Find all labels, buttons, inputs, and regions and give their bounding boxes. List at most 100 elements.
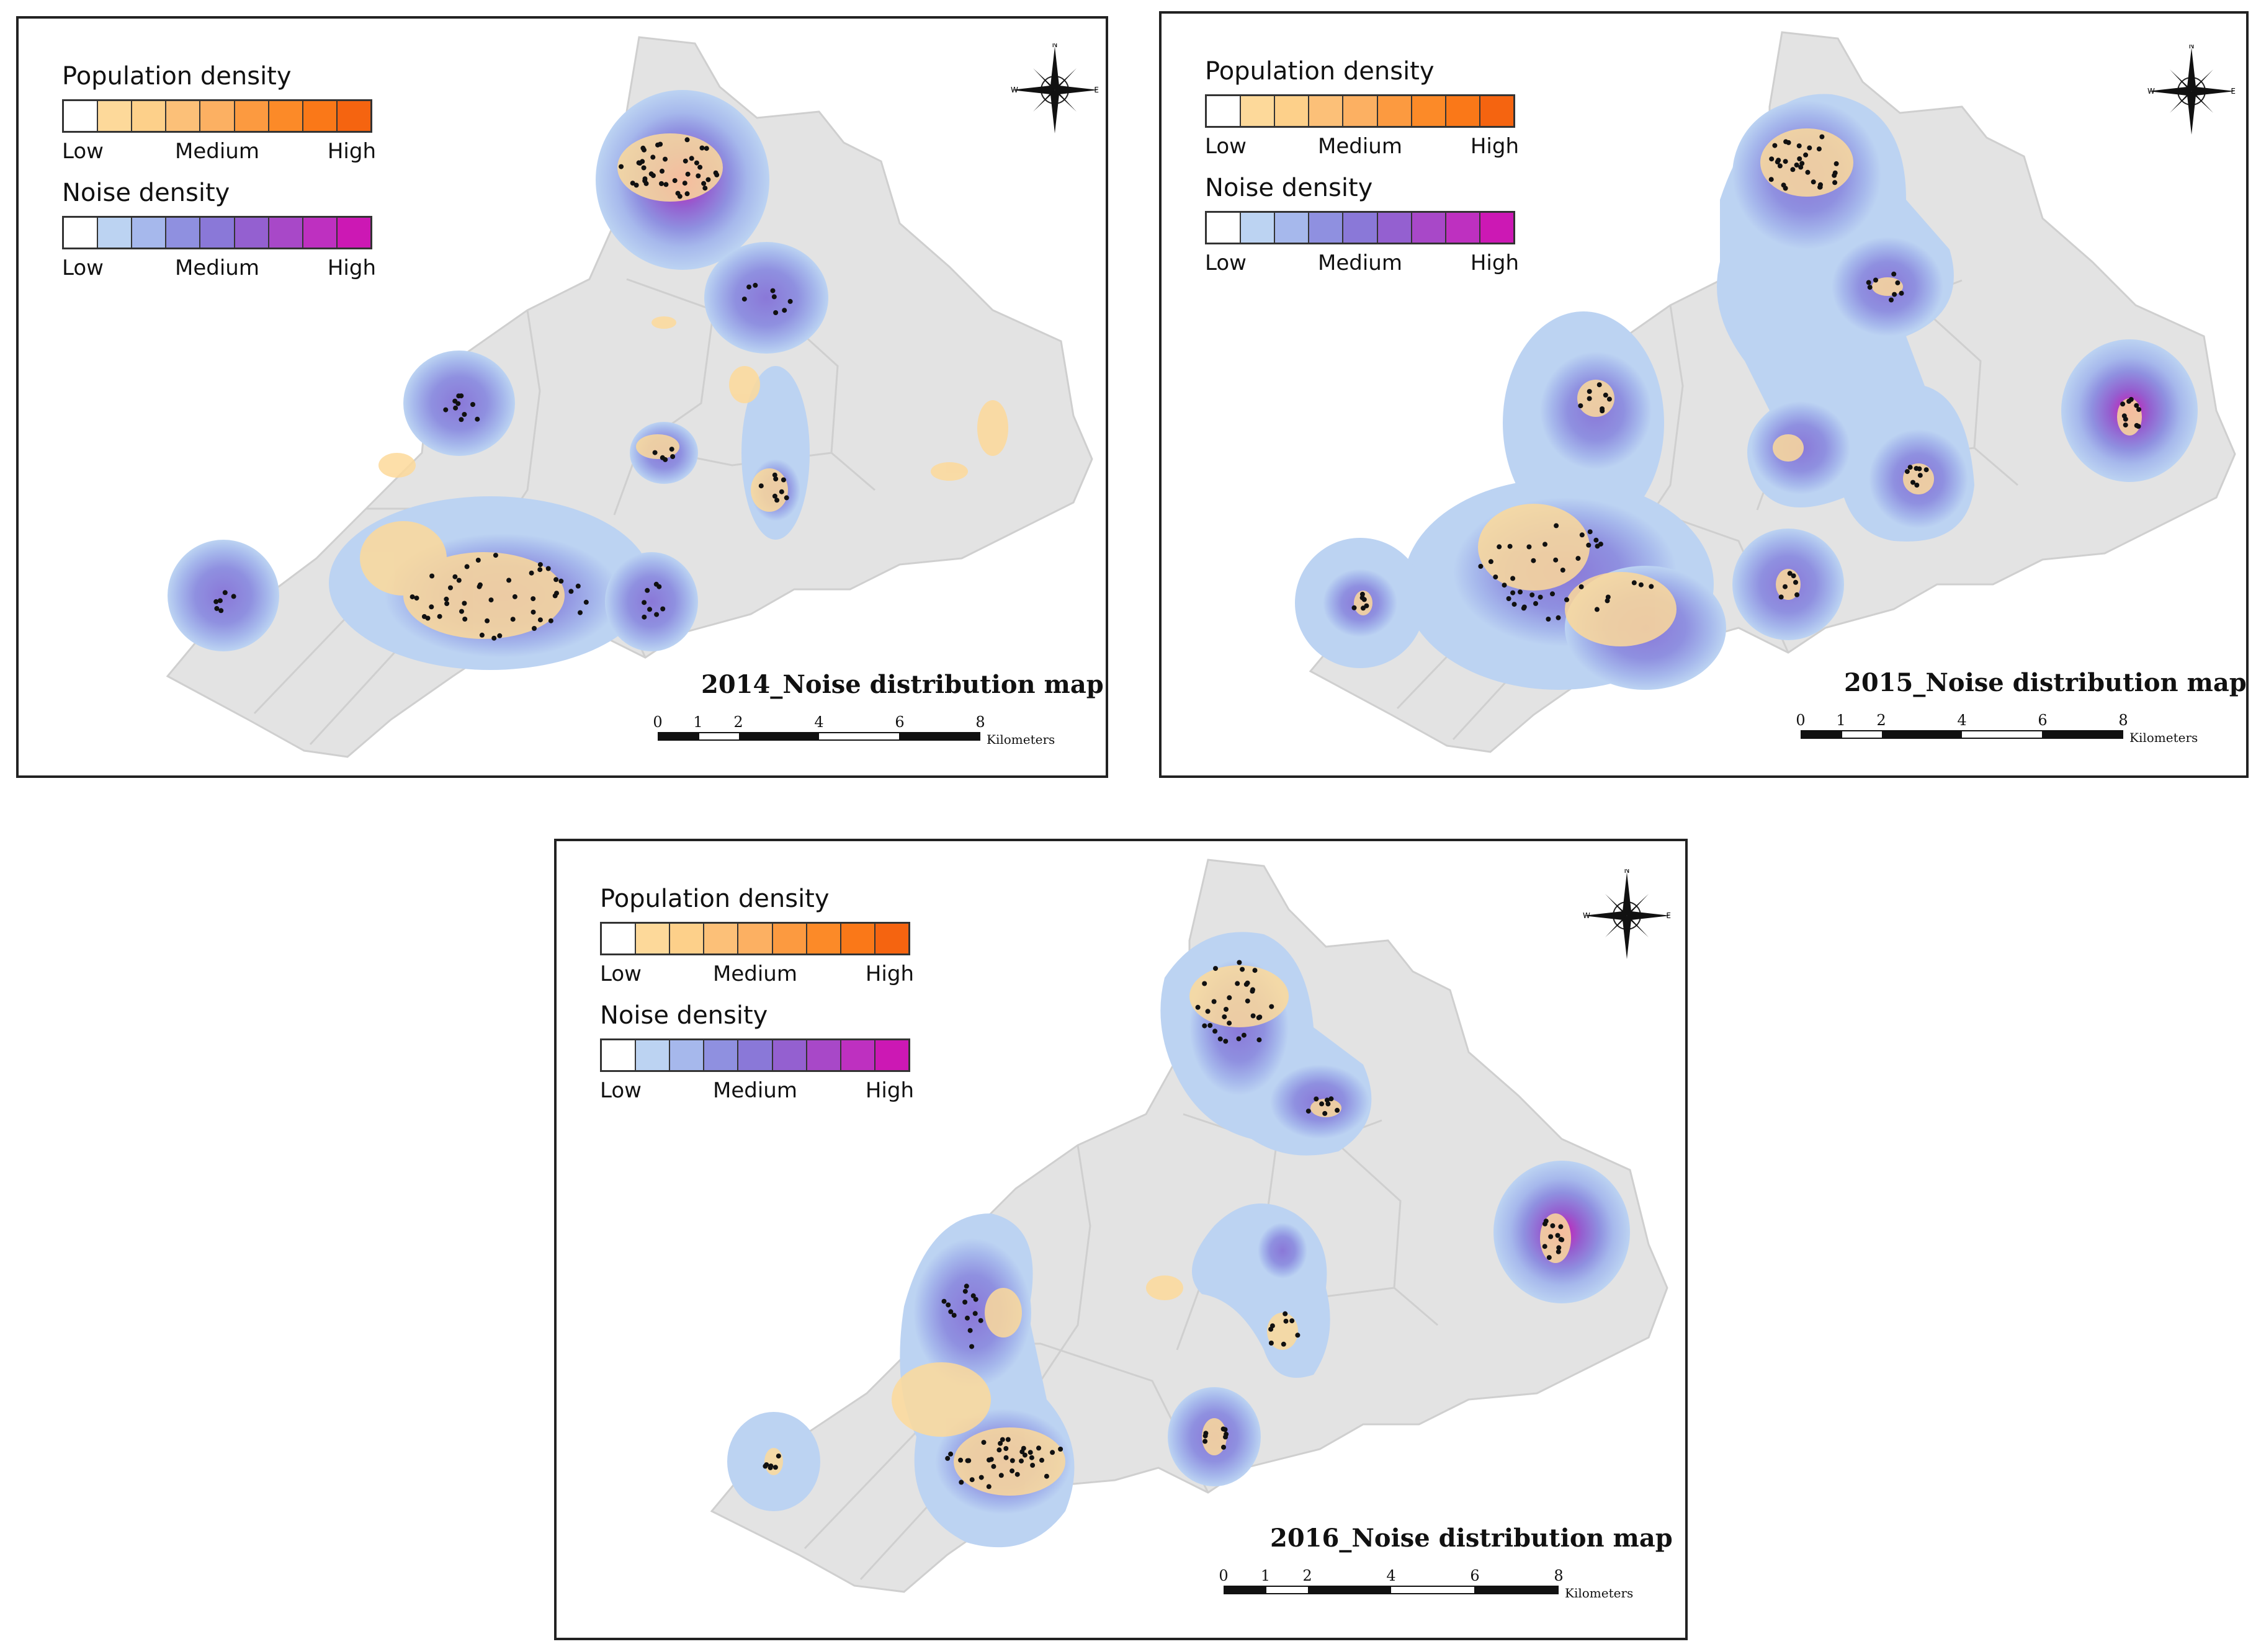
noise-point — [1019, 1449, 1025, 1455]
noise-point — [1772, 143, 1778, 148]
noise-point — [1236, 1036, 1242, 1042]
noise-point — [2128, 396, 2134, 402]
population-density-swatch — [1343, 96, 1378, 126]
noise-point — [1227, 1020, 1232, 1026]
svg-text:E: E — [1666, 911, 1671, 920]
noise-point — [660, 455, 665, 460]
noise-point — [1240, 967, 1245, 972]
noise-point — [1283, 1311, 1288, 1316]
noise-point — [1899, 290, 1904, 296]
noise-point — [1575, 556, 1581, 561]
noise-point — [575, 583, 581, 589]
population-density-ramp — [600, 922, 910, 955]
noise-point — [1649, 584, 1654, 589]
svg-text:E: E — [2231, 87, 2236, 96]
noise-point — [647, 607, 652, 612]
scale-segment — [1474, 1587, 1557, 1593]
noise-point — [1550, 591, 1555, 597]
svg-text:W: W — [1011, 86, 1018, 94]
noise-density-swatch — [132, 218, 167, 248]
noise-point — [1493, 574, 1498, 580]
noise-point — [787, 298, 793, 304]
noise-point — [1319, 1101, 1325, 1107]
noise-point — [1560, 568, 1565, 573]
noise-point — [642, 600, 647, 605]
population-density-swatch — [875, 924, 908, 953]
map-title-2016: 2016_Noise distribution map — [1270, 1524, 1673, 1553]
scale-segment — [1842, 731, 1882, 738]
noise-point — [1587, 389, 1592, 394]
noise-point — [946, 1302, 951, 1308]
noise-density-swatch — [1377, 213, 1412, 243]
noise-point — [1768, 177, 1774, 182]
noise-point — [548, 618, 553, 623]
noise-density-ramp — [600, 1038, 910, 1072]
noise-point — [1221, 1444, 1226, 1450]
noise-point — [1036, 1445, 1041, 1451]
noise-point — [753, 282, 758, 288]
noise-points — [213, 137, 793, 641]
noise-point — [948, 1309, 954, 1315]
noise-point — [510, 617, 516, 622]
scale-segment — [659, 733, 699, 739]
noise-point — [689, 156, 694, 161]
noise-point — [1776, 158, 1781, 163]
population-density-swatch — [1309, 96, 1344, 126]
noise-point — [554, 591, 559, 596]
map-panel-2014: Population density Low Medium High Noise… — [16, 16, 1108, 778]
noise-point — [1593, 537, 1599, 543]
noise-point — [697, 164, 703, 170]
population-density-swatch — [235, 101, 269, 131]
noise-point — [768, 1465, 773, 1470]
ramp-label-high: High — [327, 256, 376, 280]
noise-point — [1783, 159, 1788, 164]
population-density-swatch — [841, 924, 875, 953]
noise-density-swatch — [841, 1040, 875, 1070]
scale-tick-label: 1 — [1260, 1567, 1271, 1584]
noise-point — [2134, 403, 2139, 408]
noise-points — [763, 960, 1565, 1489]
population-density-swatch — [1412, 96, 1446, 126]
noise-point — [488, 597, 494, 603]
population-density-title: Population density — [62, 62, 292, 91]
noise-point — [772, 1465, 778, 1470]
population-density-swatch — [337, 101, 370, 131]
noise-point — [1895, 280, 1901, 285]
noise-point — [529, 570, 534, 576]
noise-point — [1787, 571, 1793, 576]
noise-point — [1587, 396, 1592, 401]
scale-segment — [899, 733, 979, 739]
noise-density-swatch — [1412, 213, 1446, 243]
population-density-swatch — [1446, 96, 1480, 126]
noise-point — [429, 573, 435, 579]
noise-point — [1281, 1341, 1286, 1347]
noise-density-ramp — [62, 216, 372, 249]
legend-2016: Population density Low Medium High Noise… — [600, 885, 914, 1105]
scale-tick-label: 0 — [653, 713, 663, 731]
noise-point — [429, 604, 434, 610]
noise-point — [1502, 583, 1507, 588]
noise-density-swatch — [166, 218, 201, 248]
noise-point — [1556, 1249, 1561, 1254]
noise-point — [1245, 998, 1250, 1004]
noise-point — [684, 137, 690, 143]
ramp-label-medium: Medium — [175, 256, 259, 280]
noise-point — [996, 1447, 1002, 1453]
noise-density-title: Noise density — [1205, 174, 1373, 202]
noise-density-swatch — [636, 1040, 671, 1070]
noise-point — [1548, 1234, 1554, 1239]
noise-point — [1010, 1458, 1015, 1463]
noise-density-swatch — [98, 218, 133, 248]
noise-point — [978, 1318, 983, 1323]
noise-point — [497, 633, 503, 638]
noise-point — [771, 294, 777, 300]
noise-point — [231, 594, 236, 599]
noise-point — [477, 582, 483, 587]
population-density-swatch — [738, 924, 773, 953]
scale-tick-label: 0 — [1796, 712, 1806, 729]
noise-point — [545, 566, 551, 571]
noise-point — [1507, 543, 1513, 549]
scale-tick-label: 1 — [693, 713, 703, 731]
noise-density-swatch — [200, 218, 235, 248]
scale-segment — [2042, 731, 2122, 738]
